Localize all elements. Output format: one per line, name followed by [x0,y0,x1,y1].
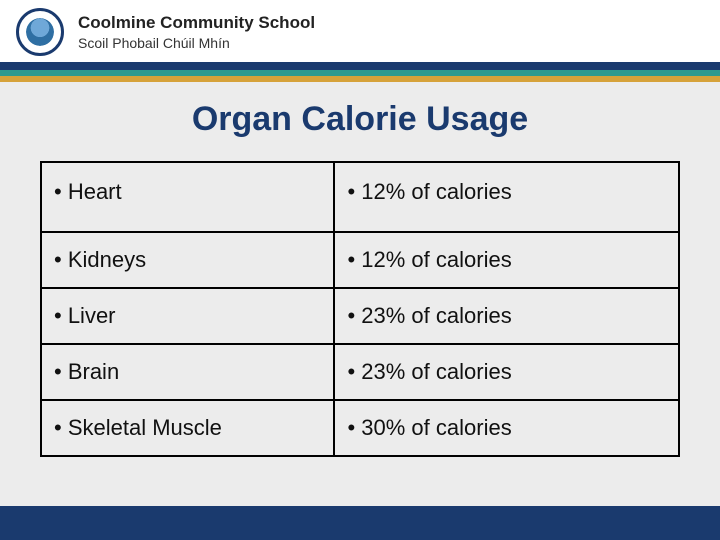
calorie-cell: • 12% of calories [334,232,679,288]
calorie-cell: • 23% of calories [334,288,679,344]
footer-bar [0,506,720,540]
organ-cell: • Kidneys [41,232,334,288]
table-row: • Kidneys • 12% of calories [41,232,679,288]
school-name-en: Coolmine Community School [78,13,315,33]
logo-inner-icon [26,18,54,46]
stripe-navy [0,62,720,70]
organ-cell: • Skeletal Muscle [41,400,334,456]
organ-cell: • Heart [41,162,334,232]
organ-cell: • Liver [41,288,334,344]
table-row: • Skeletal Muscle • 30% of calories [41,400,679,456]
calorie-cell: • 12% of calories [334,162,679,232]
content-area: Organ Calorie Usage • Heart • 12% of cal… [0,82,720,506]
organ-calorie-table: • Heart • 12% of calories • Kidneys • 12… [40,161,680,457]
table-row: • Liver • 23% of calories [41,288,679,344]
slide: Coolmine Community School Scoil Phobail … [0,0,720,540]
header-bar: Coolmine Community School Scoil Phobail … [0,0,720,62]
slide-title: Organ Calorie Usage [40,100,680,139]
calorie-cell: • 23% of calories [334,344,679,400]
school-logo-icon [16,8,64,56]
table-row: • Brain • 23% of calories [41,344,679,400]
calorie-cell: • 30% of calories [334,400,679,456]
header-text: Coolmine Community School Scoil Phobail … [78,13,315,51]
table-row: • Heart • 12% of calories [41,162,679,232]
organ-cell: • Brain [41,344,334,400]
school-name-ga: Scoil Phobail Chúil Mhín [78,35,315,51]
